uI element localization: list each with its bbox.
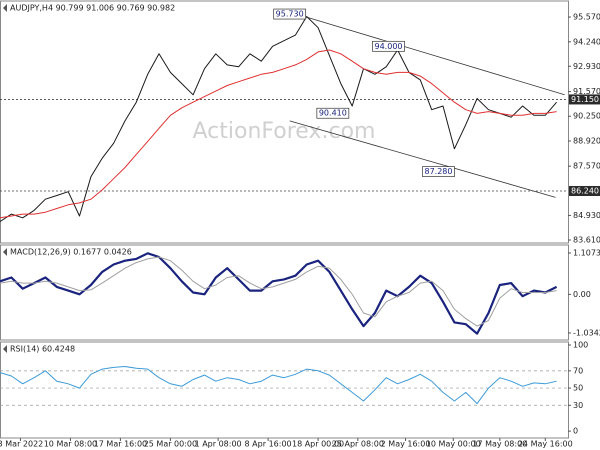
- series-line: [0, 49, 557, 219]
- level-box: [569, 185, 600, 196]
- y-tick-label: 0: [573, 427, 578, 436]
- x-tick-label: 10 May 00:00: [426, 440, 481, 449]
- annotation-box: [372, 40, 405, 52]
- x-tick-label: 2 May 16:00: [381, 440, 431, 449]
- panel-frame: [0, 244, 569, 341]
- y-tick-label: -1.0342: [573, 328, 600, 337]
- y-tick-label: 88.920: [573, 137, 600, 146]
- y-tick-label: 94.240: [573, 37, 600, 46]
- x-tick-label: 25 Mar 00:00: [144, 440, 197, 449]
- x-tick-label: 25 Apr 08:00: [332, 440, 384, 449]
- y-tick-label: 84.930: [573, 211, 600, 220]
- x-tick-label: 24 May 16:00: [518, 440, 573, 449]
- panel-icon: [3, 4, 7, 12]
- y-tick-label: 100: [573, 341, 588, 350]
- series-line: [0, 252, 558, 335]
- annotation-box: [273, 8, 307, 20]
- x-tick-label: 3 Mar 2022: [0, 440, 43, 449]
- panel-frame: [0, 341, 569, 439]
- annotation-label: 94.000: [375, 42, 403, 51]
- panel-icon: [3, 248, 7, 256]
- x-tick-label: 1 Apr 08:00: [195, 440, 242, 449]
- panel-frame: [0, 0, 569, 244]
- level-label: 86.240: [571, 186, 599, 195]
- panel-title: RSI(14) 60.4248: [10, 345, 75, 354]
- level-label: 91.150: [571, 95, 599, 104]
- trendline: [289, 120, 556, 198]
- x-tick-label: 10 Mar 08:00: [44, 440, 97, 449]
- x-tick-label: 17 Mar 16:00: [94, 440, 147, 449]
- y-tick-label: 83.610: [573, 236, 600, 245]
- y-tick-label: 91.570: [573, 87, 600, 96]
- y-tick-label: 92.930: [573, 62, 600, 71]
- trendline: [304, 16, 565, 96]
- y-tick-label: 90.250: [573, 112, 600, 121]
- series-line: [0, 16, 557, 223]
- panel-title: AUDJPY,H4 90.799 91.006 90.769 90.982: [10, 4, 175, 13]
- annotation-box: [316, 107, 350, 119]
- x-tick-label: 17 May 08:00: [472, 440, 527, 449]
- series-line: [0, 366, 557, 405]
- y-tick-label: 0.00: [573, 290, 591, 299]
- x-tick-label: 8 Apr 16:00: [245, 440, 292, 449]
- panel-title: MACD(12,26,9) 0.1677 0.0426: [10, 248, 132, 257]
- panel-icon: [3, 345, 7, 353]
- y-tick-label: 87.570: [573, 162, 600, 171]
- annotation-label: 87.280: [424, 167, 452, 176]
- y-tick-label: 70: [573, 366, 583, 375]
- y-tick-label: 95.570: [573, 13, 600, 22]
- y-tick-label: 50: [573, 384, 583, 393]
- watermark: ActionForex.com: [193, 119, 376, 144]
- series-line: [0, 256, 557, 327]
- annotation-box: [422, 166, 455, 177]
- level-box: [569, 94, 600, 105]
- annotation-label: 95.730: [276, 10, 304, 19]
- y-tick-label: 1.1073: [573, 248, 600, 257]
- annotation-label: 90.410: [319, 109, 347, 118]
- x-tick-label: 18 Apr 00:00: [292, 440, 344, 449]
- y-tick-label: 30: [573, 401, 583, 410]
